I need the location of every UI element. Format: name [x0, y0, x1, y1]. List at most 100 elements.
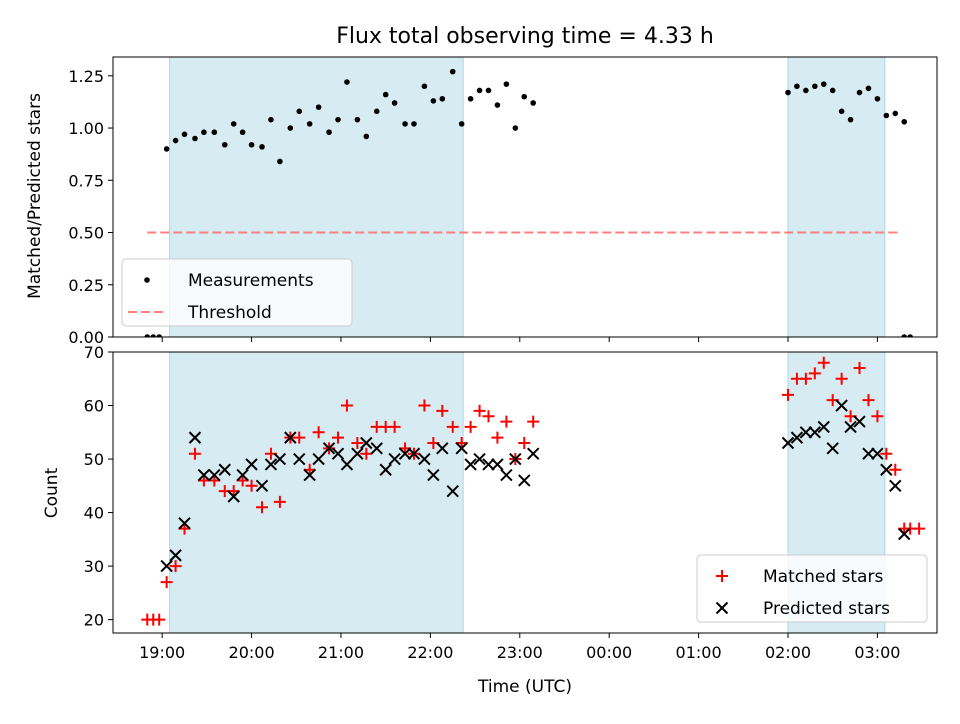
data-point	[296, 108, 303, 115]
data-point	[303, 468, 316, 482]
data-point	[160, 559, 173, 573]
data-point	[853, 362, 866, 375]
bottom-panel-counts: 20 30 40 50 60 70 19:00 20:00 21:00 22:00 23:00 00:…	[84, 343, 938, 662]
data-point	[913, 522, 926, 535]
data-point	[284, 431, 297, 444]
data-point	[293, 452, 306, 466]
data-point	[340, 399, 353, 412]
y-tick-label: 1.00	[68, 119, 104, 138]
data-point	[211, 129, 218, 136]
x-tick-label: 01:00	[676, 643, 722, 662]
data-point	[370, 442, 383, 455]
data-point	[398, 447, 412, 460]
data-point	[862, 394, 875, 407]
data-point	[803, 87, 809, 94]
data-point	[239, 129, 246, 136]
y-tick-label: 0.25	[68, 276, 104, 295]
data-point	[889, 463, 902, 476]
data-point	[188, 431, 202, 444]
data-point	[197, 468, 211, 482]
data-point	[485, 87, 492, 94]
legend-box	[121, 258, 353, 327]
legend-swatch	[715, 601, 729, 615]
data-point	[446, 484, 459, 498]
x-tick-label: 20:00	[229, 643, 275, 662]
data-point	[259, 144, 265, 150]
data-point	[853, 415, 866, 428]
legend-swatch	[144, 277, 150, 283]
data-point	[248, 141, 255, 148]
data-point	[512, 125, 519, 131]
data-point	[312, 426, 325, 439]
data-point	[169, 549, 182, 562]
data-point	[817, 356, 830, 369]
legend: Measurements Threshold	[121, 258, 353, 327]
data-point	[794, 83, 800, 90]
data-point	[436, 404, 449, 417]
data-point	[360, 447, 373, 460]
data-point	[491, 458, 504, 471]
data-point	[382, 91, 389, 98]
data-point	[808, 367, 821, 380]
data-point	[518, 436, 531, 449]
data-point	[473, 404, 486, 417]
data-point	[871, 410, 884, 423]
bottom-y-axis-label: Count	[42, 467, 62, 518]
data-point	[482, 458, 495, 471]
data-point	[829, 87, 836, 94]
data-point	[181, 131, 188, 138]
data-point	[892, 110, 899, 117]
data-point	[354, 116, 361, 123]
data-point	[847, 116, 854, 123]
data-point	[236, 468, 249, 482]
data-point	[530, 100, 536, 106]
data-point	[500, 415, 513, 428]
data-point	[245, 479, 258, 492]
x-tick-label: 21:00	[318, 643, 364, 662]
legend-label: Matched stars	[763, 567, 883, 587]
data-point	[880, 447, 893, 460]
x-tick-label: 02:00	[765, 643, 811, 662]
data-point	[503, 81, 510, 87]
data-point	[201, 129, 207, 136]
data-point	[901, 334, 908, 337]
data-point	[245, 458, 258, 471]
data-point	[901, 118, 908, 125]
data-point	[835, 399, 848, 412]
data-point	[363, 133, 370, 140]
data-point	[880, 463, 893, 476]
data-point	[473, 452, 486, 466]
legend-box	[696, 554, 928, 623]
data-point	[464, 420, 477, 433]
data-point	[388, 452, 401, 466]
legend-swatch	[716, 570, 728, 582]
y-tick-label: 0.50	[68, 224, 104, 243]
x-tick-label: 03:00	[854, 643, 900, 662]
y-tick-label: 1.25	[68, 67, 104, 86]
legend-label: Predicted stars	[763, 599, 890, 619]
data-point	[287, 125, 294, 131]
data-point	[856, 89, 863, 96]
data-point	[268, 116, 274, 123]
data-point	[455, 442, 468, 455]
data-point	[812, 83, 818, 90]
data-point	[844, 420, 857, 434]
legend: Matched stars Predicted stars	[696, 554, 928, 623]
data-point	[273, 495, 286, 508]
data-point	[820, 81, 827, 87]
data-point	[227, 490, 240, 503]
data-point	[192, 135, 198, 142]
data-point	[482, 410, 495, 423]
data-point	[526, 447, 540, 460]
shaded-interval	[169, 352, 464, 633]
data-point	[150, 334, 157, 337]
top-panel-ratio: 0.00 0.25 0.50 0.75 1.00 1.25 Measurements Thre…	[68, 56, 938, 347]
data-point	[817, 420, 830, 434]
x-axis-label: Time (UTC)	[477, 677, 572, 697]
data-point	[144, 334, 151, 337]
top-y-axis-label: Matched/Predicted stars	[25, 93, 45, 299]
chart-title: Flux total observing time = 4.33 h	[336, 24, 714, 49]
shaded-interval	[787, 57, 885, 337]
y-tick-label: 60	[84, 397, 104, 416]
data-point	[331, 447, 345, 460]
